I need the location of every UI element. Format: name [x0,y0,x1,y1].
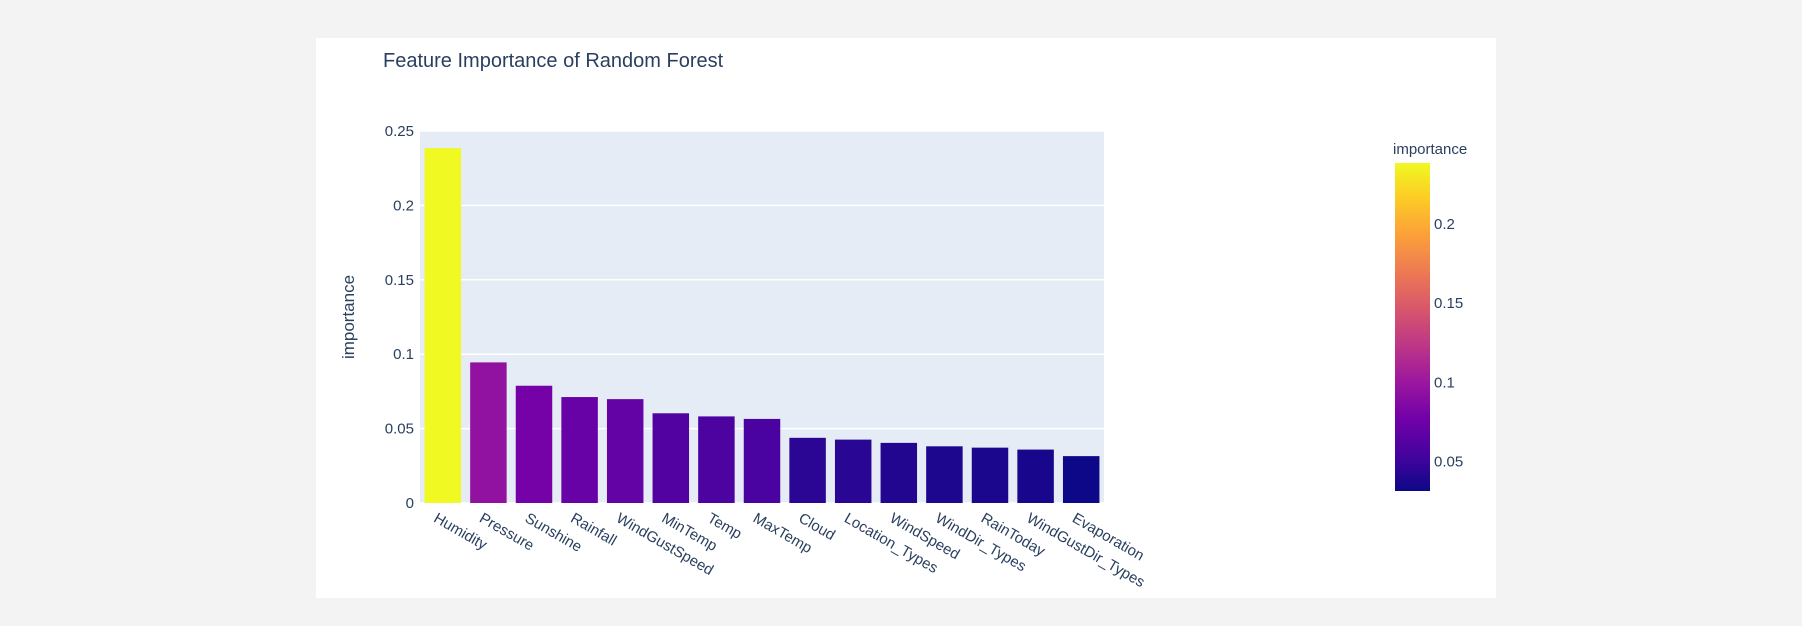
bar-windgustspeed[interactable] [606,399,644,503]
bar-maxtemp[interactable] [743,418,781,503]
bar-winddir-types[interactable] [926,446,963,503]
colorbar-gradient [1395,163,1430,491]
colorbar-tick-label: 0.1 [1434,374,1455,391]
bar-humidity[interactable] [424,148,462,503]
bar-location-types[interactable] [834,439,872,503]
y-tick-label: 0.05 [385,421,414,438]
chart-card: Feature Importance of Random Forest 0 0.0… [316,38,1496,598]
bar-chart: Feature Importance of Random Forest 0 0.0… [339,50,1467,591]
y-tick-label: 0 [406,495,414,512]
bars [424,148,1100,503]
bar-evaporation[interactable] [1062,456,1100,503]
chart-title: Feature Importance of Random Forest [383,50,724,72]
colorbar: importance 0.05 0.1 0.15 0.2 [1393,141,1467,491]
x-axis-ticks: HumidityPressureSunshineRainfallWindGust… [431,510,1148,591]
colorbar-tick-label: 0.2 [1434,216,1455,233]
y-tick-label: 0.1 [393,346,414,363]
y-axis-label: importance [339,275,358,359]
colorbar-tick-label: 0.05 [1434,454,1463,471]
colorbar-ticks: 0.05 0.1 0.15 0.2 [1434,216,1463,471]
bar-sunshine[interactable] [515,385,553,503]
colorbar-tick-label: 0.15 [1434,295,1463,312]
y-axis-ticks: 0 0.05 0.1 0.15 0.2 0.25 [385,123,414,512]
bar-windgustdir-types[interactable] [1017,449,1054,503]
colorbar-title: importance [1393,141,1467,158]
y-tick-label: 0.25 [385,123,414,140]
y-tick-label: 0.2 [393,197,414,214]
bar-temp[interactable] [698,416,735,503]
bar-cloud[interactable] [789,437,826,503]
bar-raintoday[interactable] [971,447,1009,503]
bar-windspeed[interactable] [880,442,918,503]
bar-mintemp[interactable] [652,413,690,503]
y-tick-label: 0.15 [385,272,414,289]
bar-rainfall[interactable] [561,397,598,503]
bar-pressure[interactable] [470,362,507,503]
